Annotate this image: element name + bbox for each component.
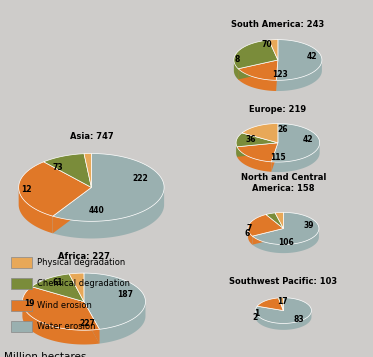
Polygon shape: [252, 228, 283, 245]
Polygon shape: [100, 302, 145, 343]
Polygon shape: [271, 124, 320, 162]
Polygon shape: [271, 143, 278, 172]
Polygon shape: [278, 298, 283, 311]
Polygon shape: [266, 213, 283, 228]
Text: 115: 115: [270, 153, 286, 162]
Polygon shape: [252, 212, 319, 245]
Polygon shape: [276, 60, 278, 91]
Polygon shape: [236, 143, 237, 157]
Bar: [11, 257, 32, 268]
Polygon shape: [275, 212, 283, 228]
Polygon shape: [53, 187, 91, 233]
Text: 106: 106: [279, 237, 294, 247]
Polygon shape: [22, 302, 100, 345]
Polygon shape: [238, 60, 278, 80]
Polygon shape: [32, 274, 84, 302]
Polygon shape: [19, 162, 91, 216]
Polygon shape: [257, 298, 283, 311]
Text: Physical degradation: Physical degradation: [37, 258, 126, 267]
Bar: [11, 321, 32, 332]
Text: 39: 39: [304, 221, 314, 231]
Text: 2: 2: [253, 313, 258, 322]
Text: Southwest Pacific: 103: Southwest Pacific: 103: [229, 277, 338, 286]
Polygon shape: [234, 60, 238, 80]
Polygon shape: [53, 154, 164, 221]
Polygon shape: [84, 154, 91, 187]
Text: Africa: 227: Africa: 227: [58, 252, 110, 261]
Text: 42: 42: [306, 52, 317, 61]
Polygon shape: [236, 133, 278, 147]
Text: 17: 17: [278, 297, 288, 306]
Polygon shape: [276, 60, 278, 91]
Polygon shape: [242, 124, 278, 143]
Polygon shape: [237, 143, 278, 162]
Text: 42: 42: [303, 135, 313, 145]
Polygon shape: [252, 228, 283, 245]
Polygon shape: [271, 143, 320, 172]
Text: Asia: 747: Asia: 747: [70, 132, 113, 141]
Text: Europe: 219: Europe: 219: [249, 105, 307, 114]
Text: 36: 36: [246, 135, 256, 145]
Polygon shape: [237, 147, 271, 172]
Polygon shape: [237, 143, 278, 157]
Polygon shape: [276, 40, 322, 80]
Text: 1: 1: [254, 309, 259, 318]
Text: North and Central
America: 158: North and Central America: 158: [241, 174, 326, 193]
Polygon shape: [69, 273, 84, 302]
Polygon shape: [280, 298, 283, 311]
Polygon shape: [248, 228, 252, 245]
Text: 8: 8: [234, 55, 239, 65]
Text: 83: 83: [293, 315, 304, 324]
Polygon shape: [269, 40, 278, 60]
Text: 26: 26: [277, 125, 288, 134]
Bar: [11, 300, 32, 311]
Polygon shape: [238, 60, 278, 80]
Polygon shape: [237, 143, 278, 157]
Polygon shape: [271, 143, 278, 172]
Polygon shape: [252, 229, 319, 253]
Text: 187: 187: [117, 290, 133, 299]
Polygon shape: [44, 154, 91, 187]
Text: 222: 222: [132, 174, 148, 183]
Polygon shape: [84, 302, 100, 343]
Bar: [11, 278, 32, 289]
Text: 12: 12: [21, 185, 31, 194]
Polygon shape: [84, 302, 100, 343]
Text: 440: 440: [89, 206, 105, 215]
Text: 61: 61: [53, 277, 63, 287]
Polygon shape: [238, 69, 276, 91]
Text: 227: 227: [80, 318, 95, 328]
Text: Chemical degradation: Chemical degradation: [37, 279, 130, 288]
Text: 19: 19: [25, 299, 35, 308]
Polygon shape: [53, 187, 91, 233]
Polygon shape: [248, 215, 283, 236]
Text: Water erosion: Water erosion: [37, 322, 96, 331]
Polygon shape: [256, 298, 311, 323]
Text: 70: 70: [261, 40, 272, 49]
Polygon shape: [256, 311, 311, 330]
Polygon shape: [234, 40, 278, 69]
Text: South America: 243: South America: 243: [231, 20, 325, 29]
Text: 7: 7: [247, 224, 252, 233]
Text: 73: 73: [53, 163, 63, 172]
Polygon shape: [22, 287, 100, 330]
Polygon shape: [19, 188, 53, 233]
Text: 123: 123: [272, 70, 288, 80]
Polygon shape: [84, 273, 145, 329]
Text: Million hectares: Million hectares: [4, 352, 86, 357]
Polygon shape: [238, 60, 278, 80]
Polygon shape: [276, 60, 322, 91]
Text: Wind erosion: Wind erosion: [37, 301, 92, 310]
Text: 6: 6: [244, 229, 250, 238]
Polygon shape: [53, 188, 164, 238]
